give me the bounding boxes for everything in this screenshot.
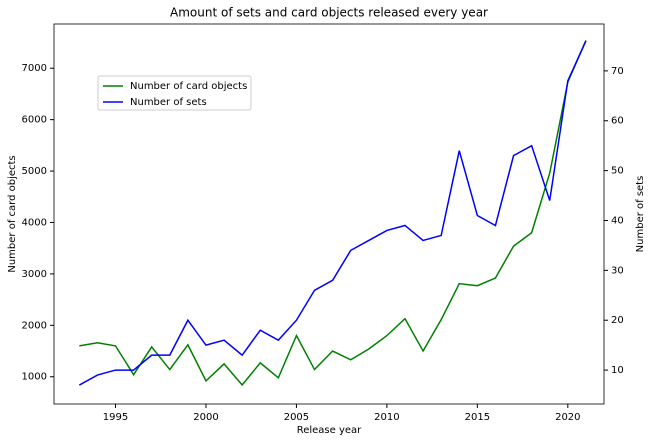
x-tick-label: 2020 [555,412,580,423]
data-line [79,40,587,387]
y2-axis-label: Number of sets [635,176,646,253]
legend-label: Number of card objects [130,81,247,92]
y-tick-label: 6000 [22,115,47,126]
y2-tick-label: 40 [611,215,624,226]
y-axis-label: Number of card objects [7,155,18,272]
x-tick-label: 1995 [103,412,128,423]
x-tick-label: 2000 [193,412,218,423]
y2-tick-label: 60 [611,116,624,127]
legend-label: Number of sets [130,97,207,108]
y2-tick-label: 20 [611,315,624,326]
y2-tick-label: 70 [611,66,624,77]
x-tick-label: 2010 [374,412,399,423]
y-tick-label: 7000 [22,63,47,74]
y2-tick-label: 10 [611,365,624,376]
chart-title: Amount of sets and card objects released… [170,6,488,20]
data-line [78,40,587,386]
y-tick-label: 2000 [22,320,47,331]
legend-box [97,75,252,111]
y2-tick-label: 50 [611,166,624,177]
y-tick-label: 3000 [22,269,47,280]
x-axis-label: Release year [297,425,362,436]
x-tick-label: 2005 [284,412,309,423]
y-tick-label: 1000 [22,372,47,383]
plot-frame [53,23,605,405]
y2-tick-label: 30 [611,265,624,276]
y-tick-label: 4000 [22,217,47,228]
x-tick-label: 2015 [465,412,490,423]
y-tick-label: 5000 [22,166,47,177]
